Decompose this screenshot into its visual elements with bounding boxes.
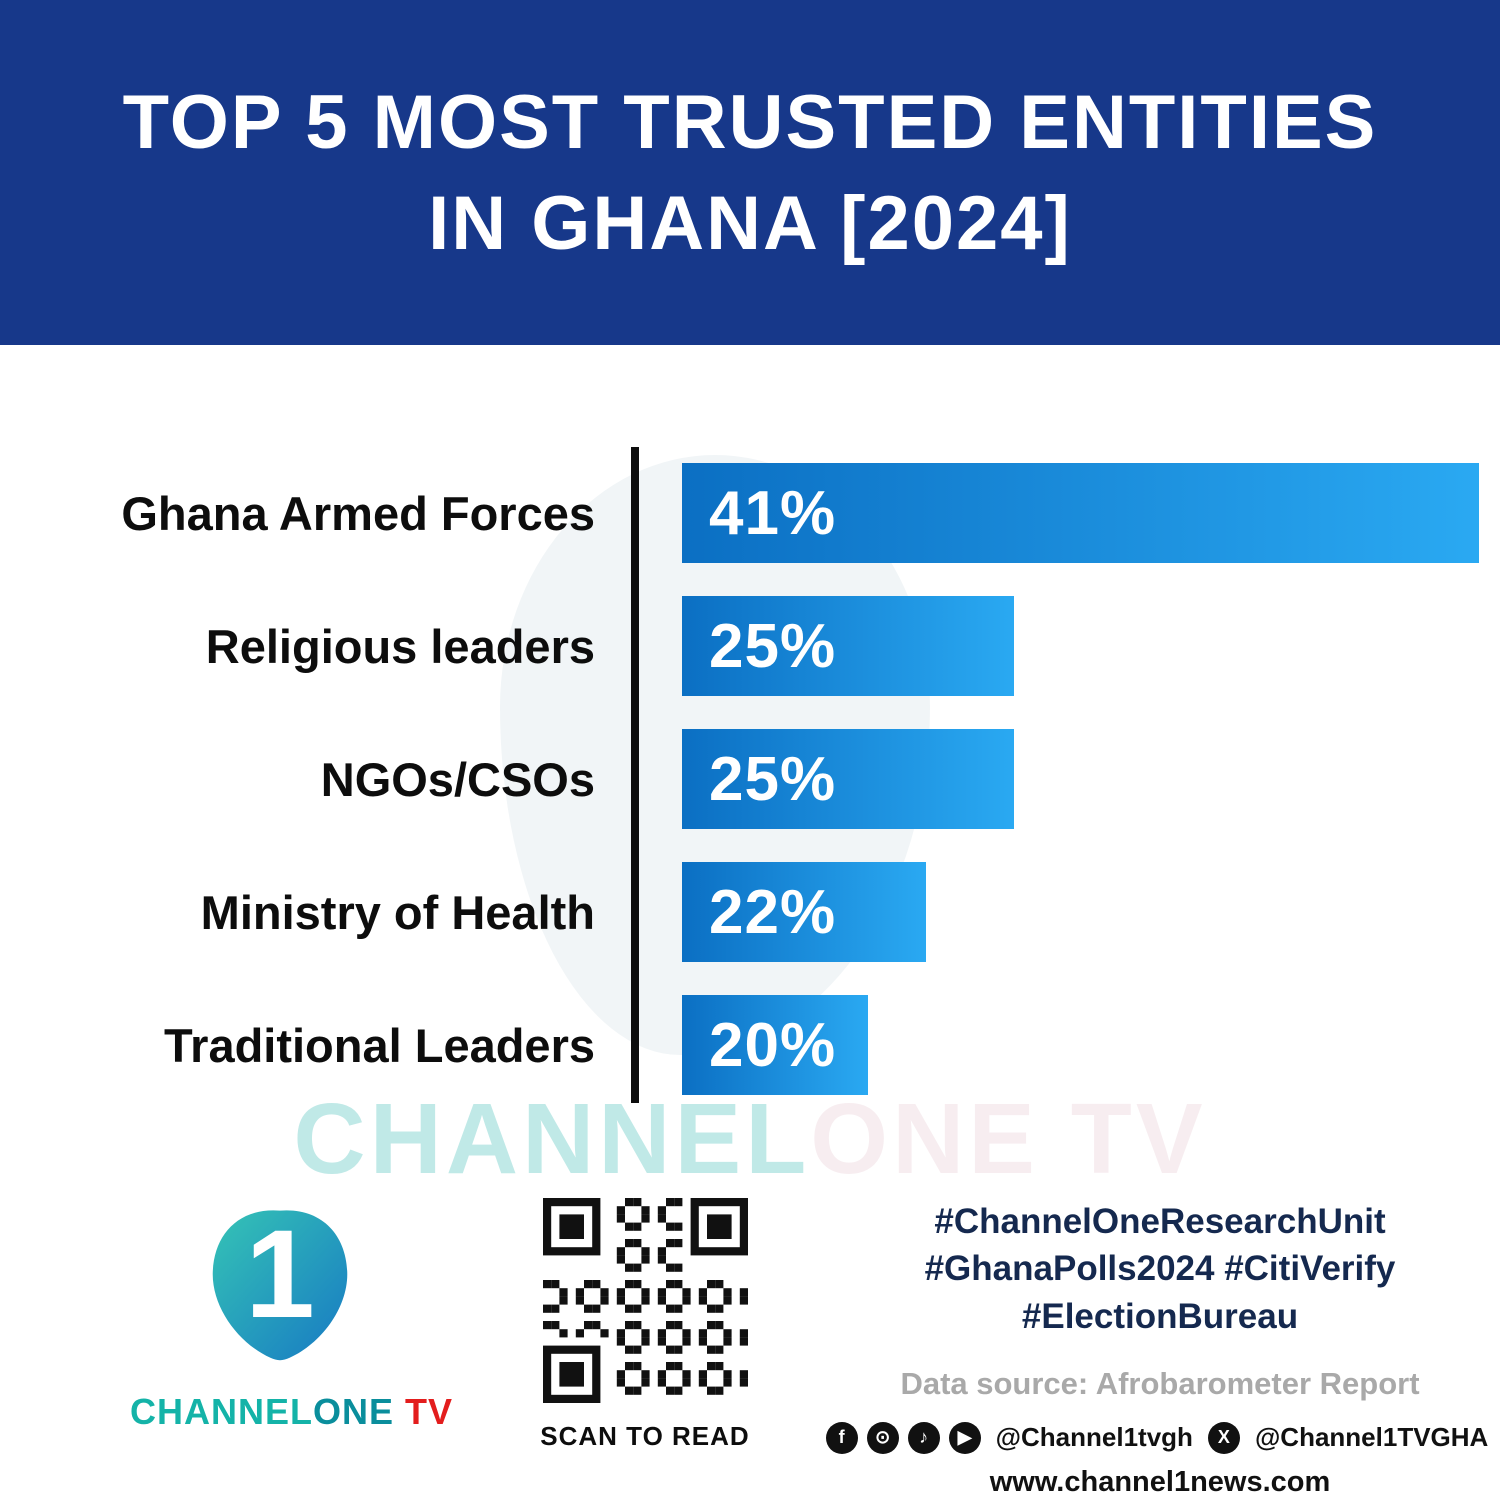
brand-text-channel: CHANNEL xyxy=(130,1391,313,1432)
brand-text-tv: TV xyxy=(394,1391,454,1432)
hashtags-line3: #ElectionBureau xyxy=(1021,1296,1299,1336)
data-source: Data source: Afrobarometer Report xyxy=(900,1365,1420,1401)
bar-value: 41% xyxy=(709,478,837,548)
bar-label: NGOs/CSOs xyxy=(320,752,595,806)
channel-one-logo: 1 CHANNELONE TV xyxy=(130,1185,452,1433)
instagram-icon: ⊙ xyxy=(866,1421,899,1454)
qr-block: SCAN TO READ xyxy=(535,1198,755,1452)
bar-row: Ghana Armed Forces 41% xyxy=(0,463,1500,563)
youtube-icon: ▶ xyxy=(948,1421,981,1454)
qr-caption: SCAN TO READ xyxy=(540,1421,750,1451)
bar-value: 25% xyxy=(709,611,837,681)
page-title-line2: IN GHANA [2024] xyxy=(428,180,1072,266)
tiktok-icon: ♪ xyxy=(907,1421,940,1454)
bar-row: Religious leaders 25% xyxy=(0,596,1500,696)
bar-row: Traditional Leaders 20% xyxy=(0,995,1500,1095)
brand-text: CHANNELONE TV xyxy=(130,1391,452,1433)
bar-row: Ministry of Health 22% xyxy=(0,862,1500,962)
hashtags-line2: #GhanaPolls2024 #CitiVerify xyxy=(924,1249,1396,1289)
bar-label: Traditional Leaders xyxy=(164,1018,595,1072)
hashtags-line1: #ChannelOneResearchUnit xyxy=(934,1202,1386,1241)
bar-value: 20% xyxy=(709,1010,837,1080)
website-text: www.channel1news.com xyxy=(989,1465,1331,1498)
social-row: f ⊙ ♪ ▶ @Channel1tvgh X @Channel1TVGHA xyxy=(825,1421,1488,1454)
bar: 41% xyxy=(682,463,1479,563)
bar: 22% xyxy=(682,862,926,962)
chart-y-axis-line xyxy=(631,447,639,1103)
bar-chart: Ghana Armed Forces 41% Religious leaders… xyxy=(0,440,1500,1128)
facebook-icon: f xyxy=(825,1421,858,1454)
x-icon: X xyxy=(1207,1421,1240,1454)
info-block: #ChannelOneResearchUnit #GhanaPolls2024 … xyxy=(825,1198,1488,1499)
page-title-line1: TOP 5 MOST TRUSTED ENTITIES xyxy=(122,79,1378,165)
bar-value: 25% xyxy=(709,744,837,814)
brand-text-one: ONE xyxy=(313,1391,395,1432)
bar: 25% xyxy=(682,729,1014,829)
brand-watermark-part1: CHANNEL xyxy=(293,1083,811,1195)
channel-one-logo-icon: 1 xyxy=(200,1185,360,1385)
bar-row: NGOs/CSOs 25% xyxy=(0,729,1500,829)
bar-label: Religious leaders xyxy=(205,619,595,673)
bar-label: Ghana Armed Forces xyxy=(121,486,595,540)
brand-watermark-part2: ONE TV xyxy=(810,1083,1207,1195)
header-band: TOP 5 MOST TRUSTED ENTITIES IN GHANA [20… xyxy=(0,0,1500,345)
bar-value: 22% xyxy=(709,877,837,947)
social-handle-1: @Channel1tvgh xyxy=(995,1422,1193,1453)
qr-code xyxy=(542,1198,748,1403)
bar: 20% xyxy=(682,995,868,1095)
bar-label: Ministry of Health xyxy=(200,885,595,939)
brand-watermark: CHANNELONE TV xyxy=(0,1082,1500,1197)
social-handle-2: @Channel1TVGHA xyxy=(1254,1422,1489,1453)
bar: 25% xyxy=(682,596,1014,696)
logo-digit: 1 xyxy=(245,1205,315,1344)
